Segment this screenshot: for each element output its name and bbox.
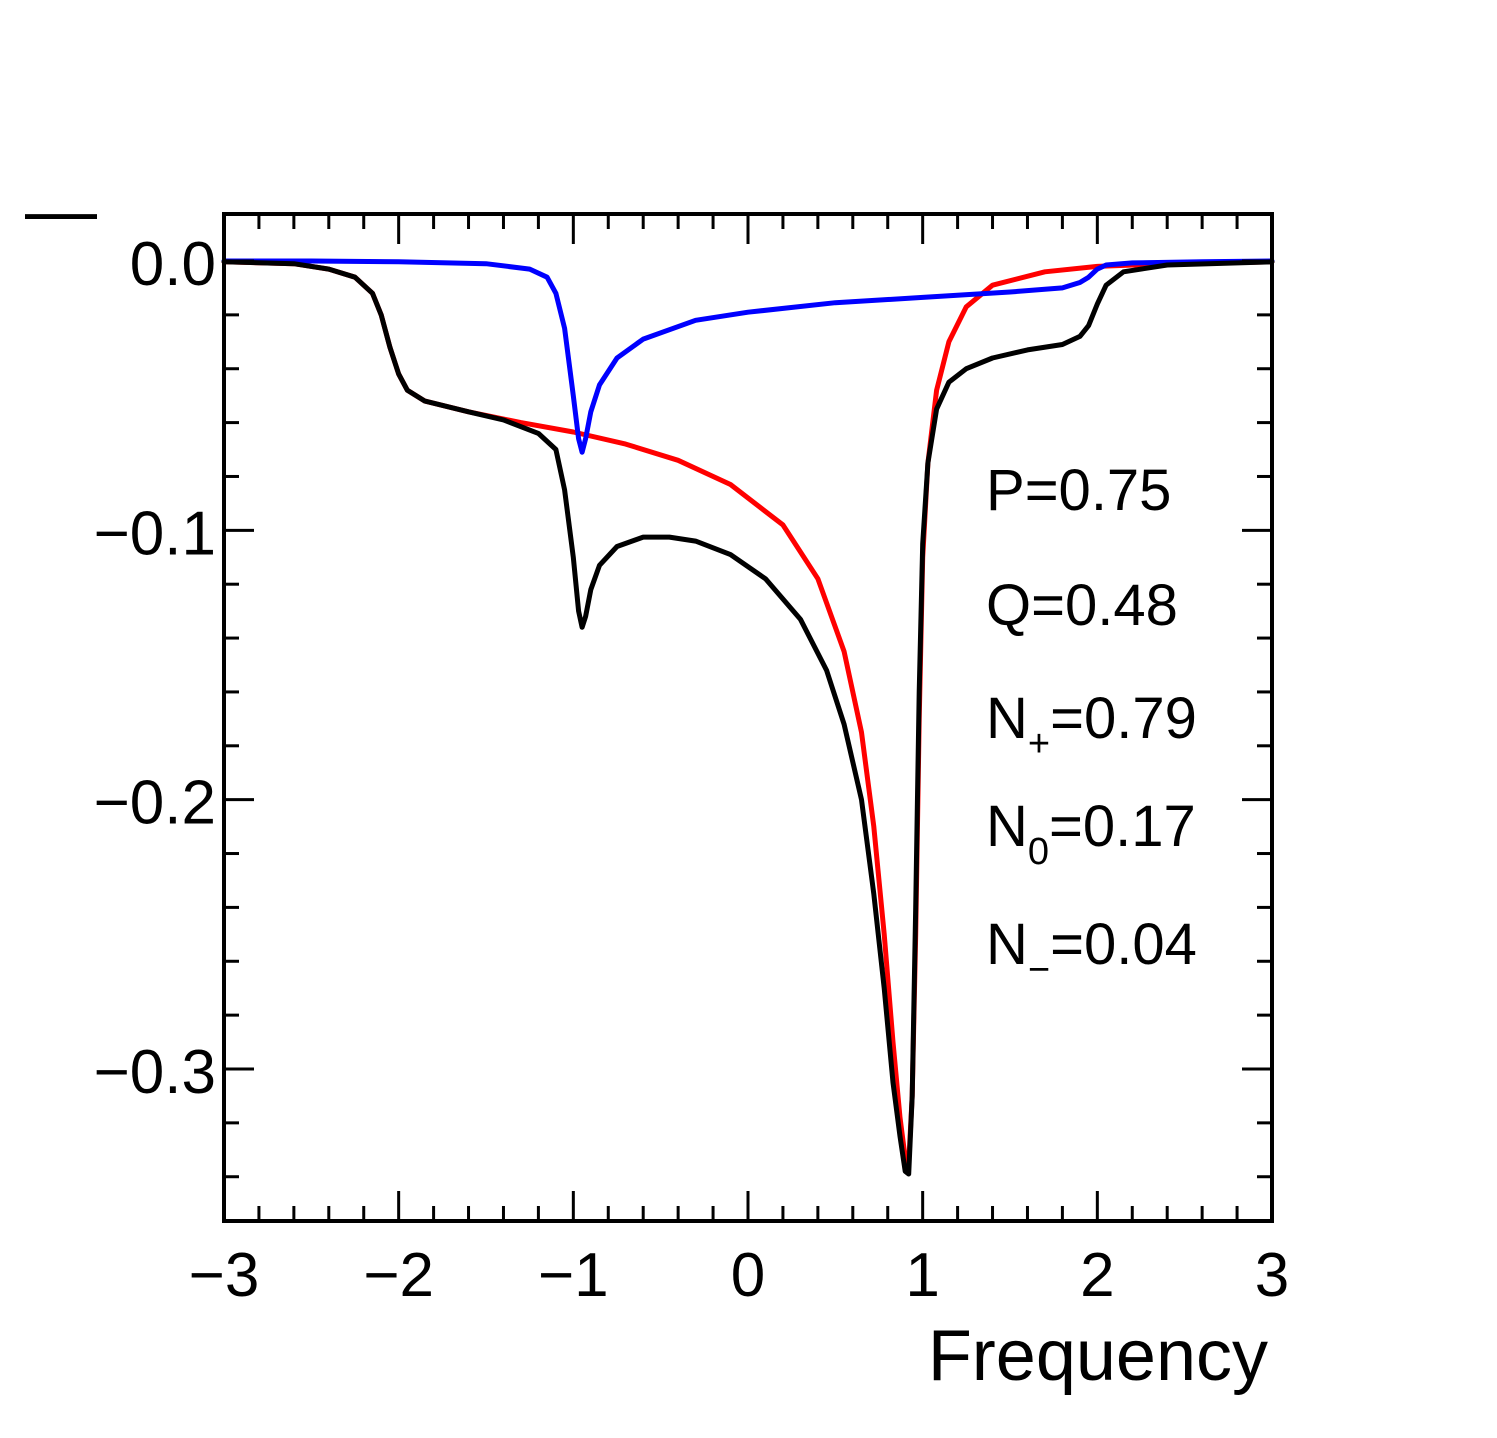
tick-layer	[222, 214, 1274, 1221]
parameter-annotation: N0=0.17	[986, 794, 1196, 873]
x-tick-label: 1	[905, 1241, 939, 1310]
y-tick-label: 0.0	[130, 230, 216, 299]
series-layer	[221, 258, 1275, 1177]
x-tick-label: 2	[1080, 1241, 1114, 1310]
x-tick-label: −1	[538, 1241, 609, 1310]
x-tick-label: −2	[363, 1241, 434, 1310]
x-tick-label: 0	[731, 1241, 765, 1310]
tick-label-layer: −3 −2 −1 0 1 2 3 0.0 −0.1 −0.2 −0.3	[94, 230, 1290, 1310]
series-line-blue	[221, 258, 1275, 455]
annotation-layer: P=0.75 Q=0.48 N+=0.79 N0=0.17 N−=0.04	[986, 458, 1197, 991]
y-tick-label: −0.2	[94, 769, 216, 838]
parameter-annotation: N−=0.04	[986, 912, 1197, 991]
x-tick-label: 3	[1255, 1241, 1289, 1310]
x-axis-title: Frequency	[928, 1316, 1268, 1396]
y-tick-label: −0.3	[94, 1038, 216, 1107]
series-line-black	[221, 259, 1275, 1177]
parameter-annotation: Q=0.48	[986, 573, 1178, 638]
parameter-annotation: P=0.75	[986, 458, 1171, 523]
x-tick-label: −3	[189, 1241, 260, 1310]
y-tick-label: −0.1	[94, 499, 216, 568]
parameter-annotation: N+=0.79	[986, 686, 1197, 765]
y-axis-title: —	[25, 171, 97, 251]
